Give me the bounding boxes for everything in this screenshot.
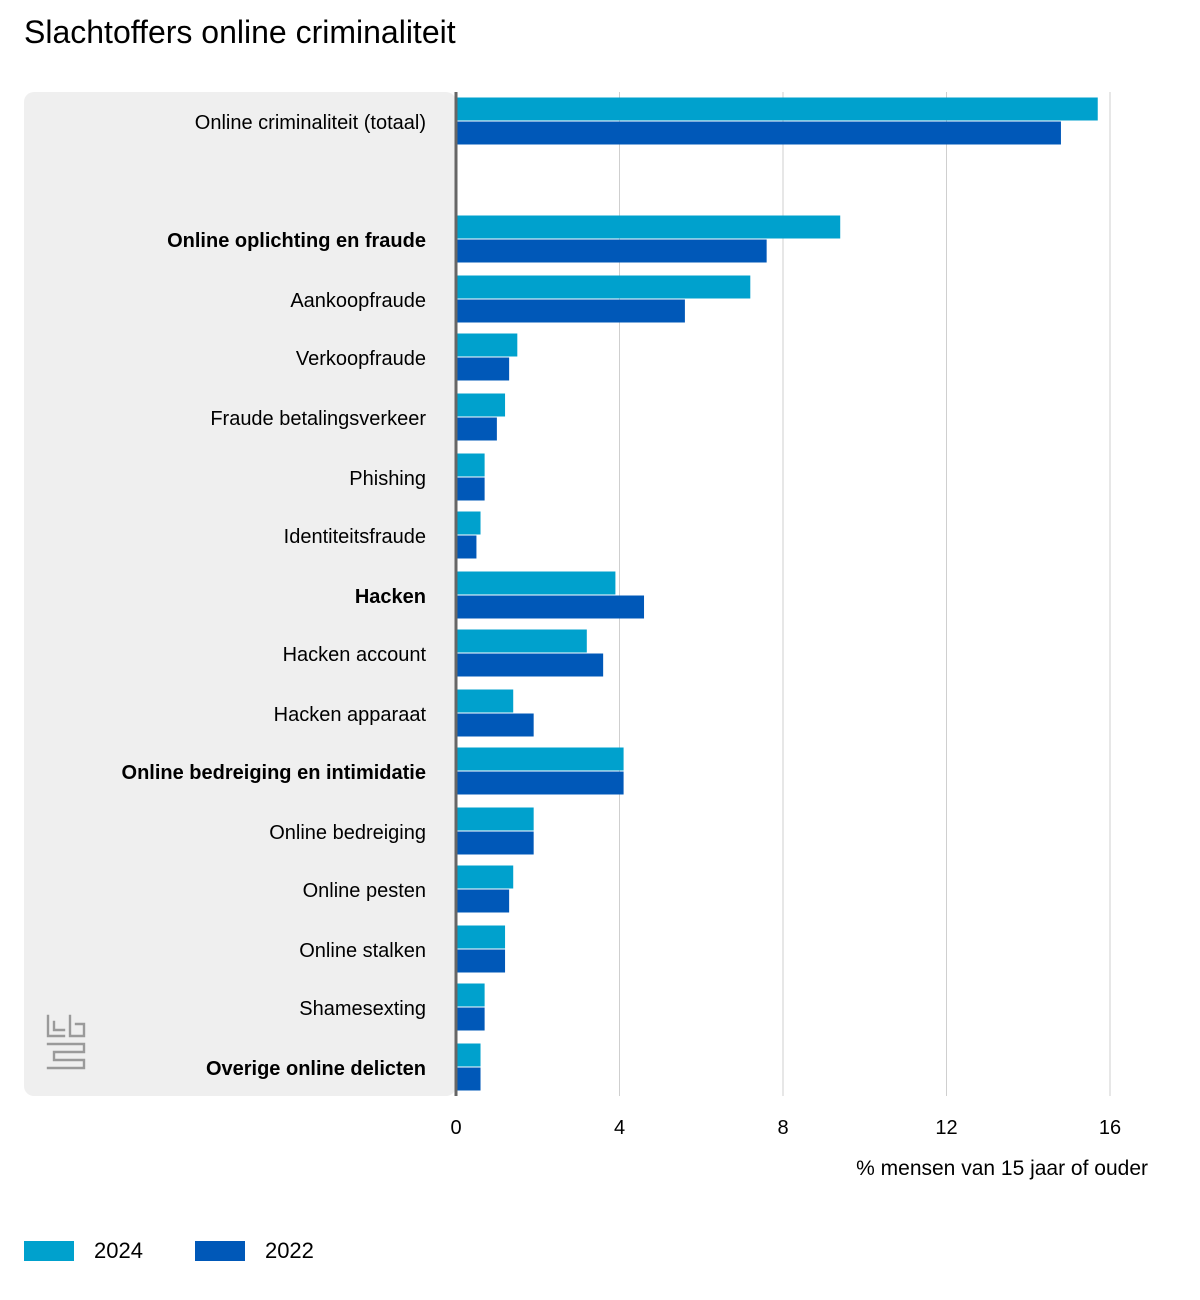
category-label: Verkoopfraude	[296, 348, 426, 370]
bar-2024	[457, 865, 514, 889]
bar-chart: Online criminaliteit (totaal) Online opli…	[24, 92, 1148, 1180]
legend: 2024 2022	[24, 1238, 366, 1264]
chart-title: Slachtoffers online criminaliteit	[24, 14, 456, 50]
bar-2022	[457, 417, 497, 441]
bar-2022	[457, 239, 767, 263]
bars	[457, 97, 1098, 1091]
bar-2022	[457, 357, 510, 381]
category-label: Fraude betalingsverkeer	[210, 408, 426, 430]
category-labels: Online criminaliteit (totaal) Online opli…	[122, 112, 427, 1080]
bar-2024	[457, 275, 751, 299]
category-label: Hacken	[355, 586, 426, 608]
bar-2022	[457, 1007, 485, 1031]
bar-2024	[457, 511, 481, 535]
x-axis-title: % mensen van 15 jaar of ouder	[856, 1157, 1148, 1180]
x-tick-label-16: 16	[1099, 1117, 1121, 1139]
category-label: Aankoopfraude	[290, 290, 426, 312]
x-tick-label-8: 8	[777, 1117, 788, 1139]
legend-label: 2022	[264, 1238, 314, 1263]
bar-2024	[457, 689, 514, 713]
bar-2022	[457, 121, 1061, 145]
category-label: Online pesten	[303, 880, 426, 902]
bar-2024	[457, 807, 534, 831]
category-label: Online stalken	[299, 940, 426, 962]
category-label: Shamesexting	[299, 998, 426, 1020]
bar-2024	[457, 215, 841, 239]
legend-swatch	[24, 1241, 74, 1261]
legend-item-2022: 2022	[194, 1238, 314, 1264]
bar-2024	[457, 333, 518, 357]
bar-2022	[457, 889, 510, 913]
label-panel-background	[24, 92, 456, 1096]
category-label: Phishing	[349, 468, 426, 490]
bar-2024	[457, 97, 1098, 121]
x-tick-label-4: 4	[614, 1117, 625, 1139]
bar-2022	[457, 713, 534, 737]
x-axis-ticks: 0 4 8 12 16	[450, 1117, 1121, 1139]
bar-2022	[457, 771, 624, 795]
category-label: Overige online delicten	[206, 1058, 426, 1080]
cbs-logo-icon	[46, 1014, 86, 1070]
bar-2022	[457, 595, 645, 619]
bar-2022	[457, 831, 534, 855]
bar-2024	[457, 453, 485, 477]
legend-item-2024: 2024	[24, 1238, 143, 1264]
bar-2024	[457, 393, 506, 417]
x-tick-label-12: 12	[935, 1117, 957, 1139]
bar-2024	[457, 1043, 481, 1067]
bar-2022	[457, 1067, 481, 1091]
category-label: Identiteitsfraude	[284, 526, 426, 548]
x-tick-label-0: 0	[450, 1117, 461, 1139]
category-label: Hacken apparaat	[274, 704, 427, 726]
bar-2024	[457, 747, 624, 771]
legend-swatch	[194, 1241, 245, 1261]
bar-2022	[457, 653, 604, 677]
bar-2024	[457, 571, 616, 595]
legend-label: 2024	[94, 1238, 143, 1263]
category-label: Online bedreiging	[269, 822, 426, 844]
bar-2022	[457, 477, 485, 501]
bar-2022	[457, 299, 685, 323]
category-label: Online criminaliteit (totaal)	[195, 112, 426, 134]
category-label: Hacken account	[283, 644, 427, 666]
category-label: Online oplichting en fraude	[167, 230, 426, 252]
bar-2024	[457, 925, 506, 949]
bar-2024	[457, 983, 485, 1007]
category-label: Online bedreiging en intimidatie	[122, 762, 426, 784]
bar-2022	[457, 949, 506, 973]
bar-2024	[457, 629, 587, 653]
bar-2022	[457, 535, 477, 559]
